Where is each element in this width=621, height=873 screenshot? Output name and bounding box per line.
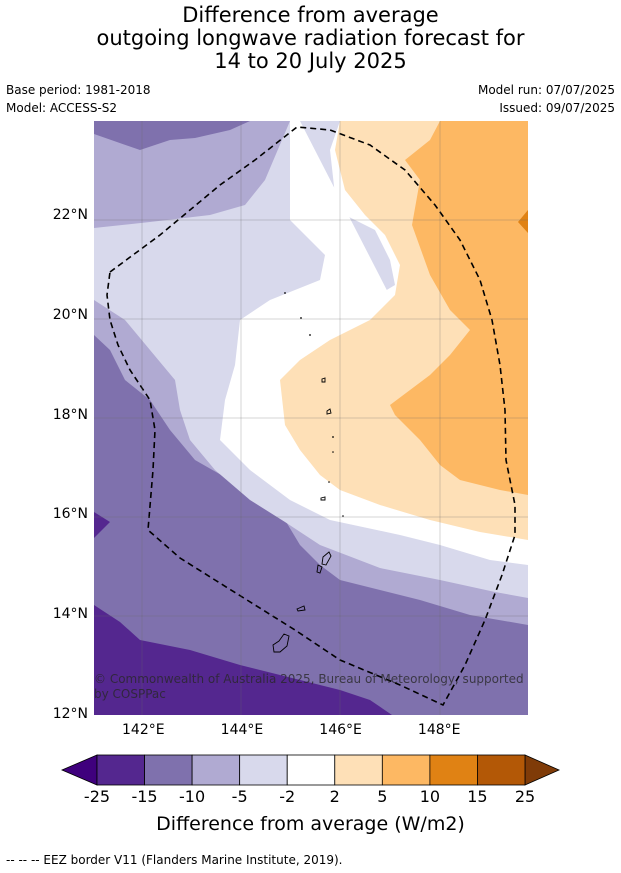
title-line-2: outgoing longwave radiation forecast for xyxy=(96,26,525,50)
colorbar-tick-3: -5 xyxy=(231,787,248,806)
title-line-3: 14 to 20 July 2025 xyxy=(214,49,407,73)
lat-label-20: 20°N xyxy=(52,306,88,323)
island-farallon xyxy=(326,408,332,415)
colorbar-tick-1: -15 xyxy=(131,787,158,806)
issued-date: Issued: 09/07/2025 xyxy=(499,101,615,115)
lon-label-142: 142°E xyxy=(122,722,165,738)
lat-label-16: 16°N xyxy=(52,506,88,523)
colorbar-tick-6: 5 xyxy=(377,787,388,806)
colorbar-under-triangle xyxy=(60,754,98,786)
colorbar-tick-0: -25 xyxy=(83,787,111,806)
band-minus15-to-minus10-top xyxy=(94,121,250,150)
title-line-1: Difference from average xyxy=(182,3,439,27)
eez-border xyxy=(106,126,516,707)
island-aguijan xyxy=(320,496,326,501)
island-saipan xyxy=(321,551,332,566)
colorbar-segment-2 xyxy=(191,754,241,786)
band-10-to-15 xyxy=(518,210,528,233)
eez-footnote: -- -- -- EEZ border V11 (Flanders Marine… xyxy=(6,853,343,867)
colorbar-segment-3 xyxy=(239,754,288,786)
island-dots xyxy=(284,292,344,517)
map-panel xyxy=(94,121,528,715)
gridlines xyxy=(94,121,528,715)
colorbar-title: Difference from average (W/m2) xyxy=(156,813,465,835)
band-minus25-to-minus15 xyxy=(94,605,392,715)
meta-left: Base period: 1981-2018 Model: ACCESS-S2 xyxy=(6,81,151,117)
island-agrihan xyxy=(321,377,326,383)
lat-label-14: 14°N xyxy=(52,606,88,623)
lon-label-148: 148°E xyxy=(417,722,461,738)
model-name: Model: ACCESS-S2 xyxy=(6,101,118,115)
band-minus25-to-minus15-small xyxy=(94,512,110,538)
island-rota xyxy=(296,605,306,612)
model-run: Model run: 07/07/2025 xyxy=(477,83,615,97)
copyright-notice: © Commonwealth of Australia 2025, Bureau… xyxy=(94,672,524,701)
colorbar-segment-8 xyxy=(477,754,526,786)
colorbar xyxy=(60,754,560,786)
colorbar-tick-8: 15 xyxy=(467,787,488,806)
band-minus15-to-minus10 xyxy=(94,335,528,715)
colorbar-tick-7: 10 xyxy=(419,787,441,806)
colorbar-segment-0 xyxy=(96,754,145,786)
lat-label-18: 18°N xyxy=(52,406,88,423)
island-tinian xyxy=(316,564,323,574)
lat-label-22: 22°N xyxy=(52,206,88,223)
colorbar-tick-9: 25 xyxy=(514,787,536,806)
lon-label-144: 144°E xyxy=(220,722,264,738)
colorbar-tick-4: -2 xyxy=(279,787,296,806)
island-outlines xyxy=(272,377,332,653)
meta-right: Model run: 07/07/2025 Issued: 09/07/2025 xyxy=(478,81,615,117)
colorbar-tick-5: 2 xyxy=(329,787,340,806)
colorbar-segment-4 xyxy=(286,754,336,786)
lat-label-12: 12°N xyxy=(52,706,88,722)
base-period: Base period: 1981-2018 xyxy=(6,83,151,97)
colorbar-tick-2: -10 xyxy=(179,787,206,806)
map-title: Difference from average outgoing longwav… xyxy=(0,4,621,73)
band-5-to-10 xyxy=(390,121,528,495)
colorbar-segment-1 xyxy=(144,754,193,786)
colorbar-segment-6 xyxy=(381,754,431,786)
island-guam xyxy=(272,633,290,653)
colorbar-segment-5 xyxy=(334,754,383,786)
colorbar-segment-7 xyxy=(429,754,478,786)
colorbar-over-triangle xyxy=(524,754,560,786)
lon-label-146: 146°E xyxy=(319,722,362,738)
